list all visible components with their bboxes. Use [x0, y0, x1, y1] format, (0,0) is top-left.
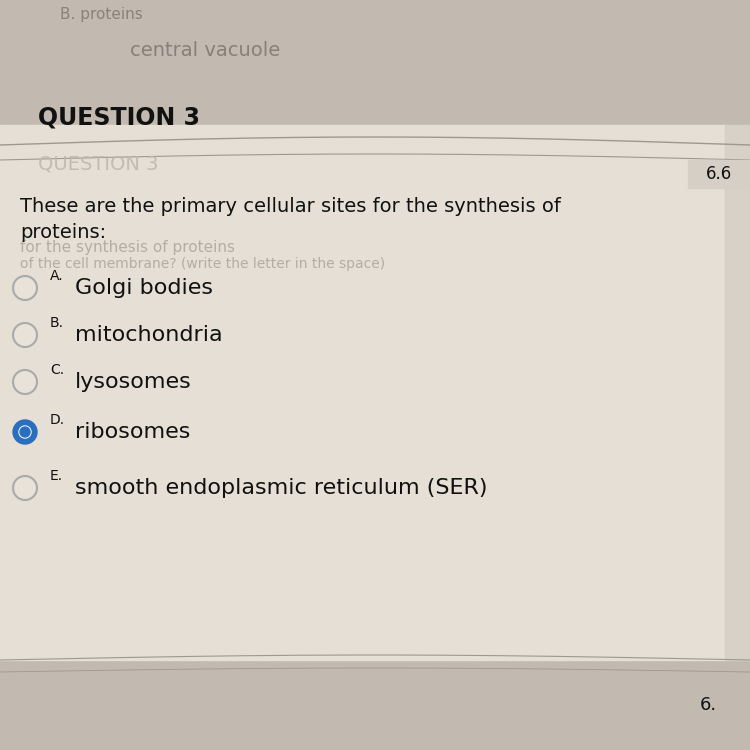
- Bar: [725, 125, 750, 660]
- Text: QUESTION 3: QUESTION 3: [38, 155, 158, 174]
- Text: mitochondria: mitochondria: [75, 325, 223, 345]
- Text: ribosomes: ribosomes: [75, 422, 190, 442]
- Bar: [0, 660, 750, 750]
- Circle shape: [13, 476, 37, 500]
- Circle shape: [20, 427, 30, 437]
- Text: C.: C.: [50, 363, 64, 377]
- Text: A.: A.: [50, 269, 64, 283]
- Bar: [688, 160, 750, 188]
- Text: D.: D.: [50, 413, 65, 427]
- Text: B.: B.: [50, 316, 64, 330]
- Text: of the cell membrane? (write the letter in the space): of the cell membrane? (write the letter …: [20, 257, 386, 271]
- Text: lysosomes: lysosomes: [75, 372, 192, 392]
- Bar: [0, 125, 750, 660]
- Circle shape: [13, 276, 37, 300]
- Text: QUESTION 3: QUESTION 3: [38, 106, 200, 130]
- Circle shape: [13, 323, 37, 347]
- Text: proteins:: proteins:: [20, 223, 106, 242]
- Text: smooth endoplasmic reticulum (SER): smooth endoplasmic reticulum (SER): [75, 478, 488, 498]
- Text: Golgi bodies: Golgi bodies: [75, 278, 213, 298]
- Text: 6.6: 6.6: [706, 165, 732, 183]
- Circle shape: [13, 420, 37, 444]
- Circle shape: [13, 370, 37, 394]
- Bar: [0, 0, 750, 130]
- Text: central vacuole: central vacuole: [130, 40, 280, 59]
- Circle shape: [19, 426, 31, 438]
- Text: E.: E.: [50, 469, 63, 483]
- Text: 6.: 6.: [700, 696, 717, 714]
- Text: These are the primary cellular sites for the synthesis of: These are the primary cellular sites for…: [20, 197, 561, 216]
- Text: for the synthesis of proteins: for the synthesis of proteins: [20, 240, 235, 255]
- Text: B. proteins: B. proteins: [60, 8, 142, 22]
